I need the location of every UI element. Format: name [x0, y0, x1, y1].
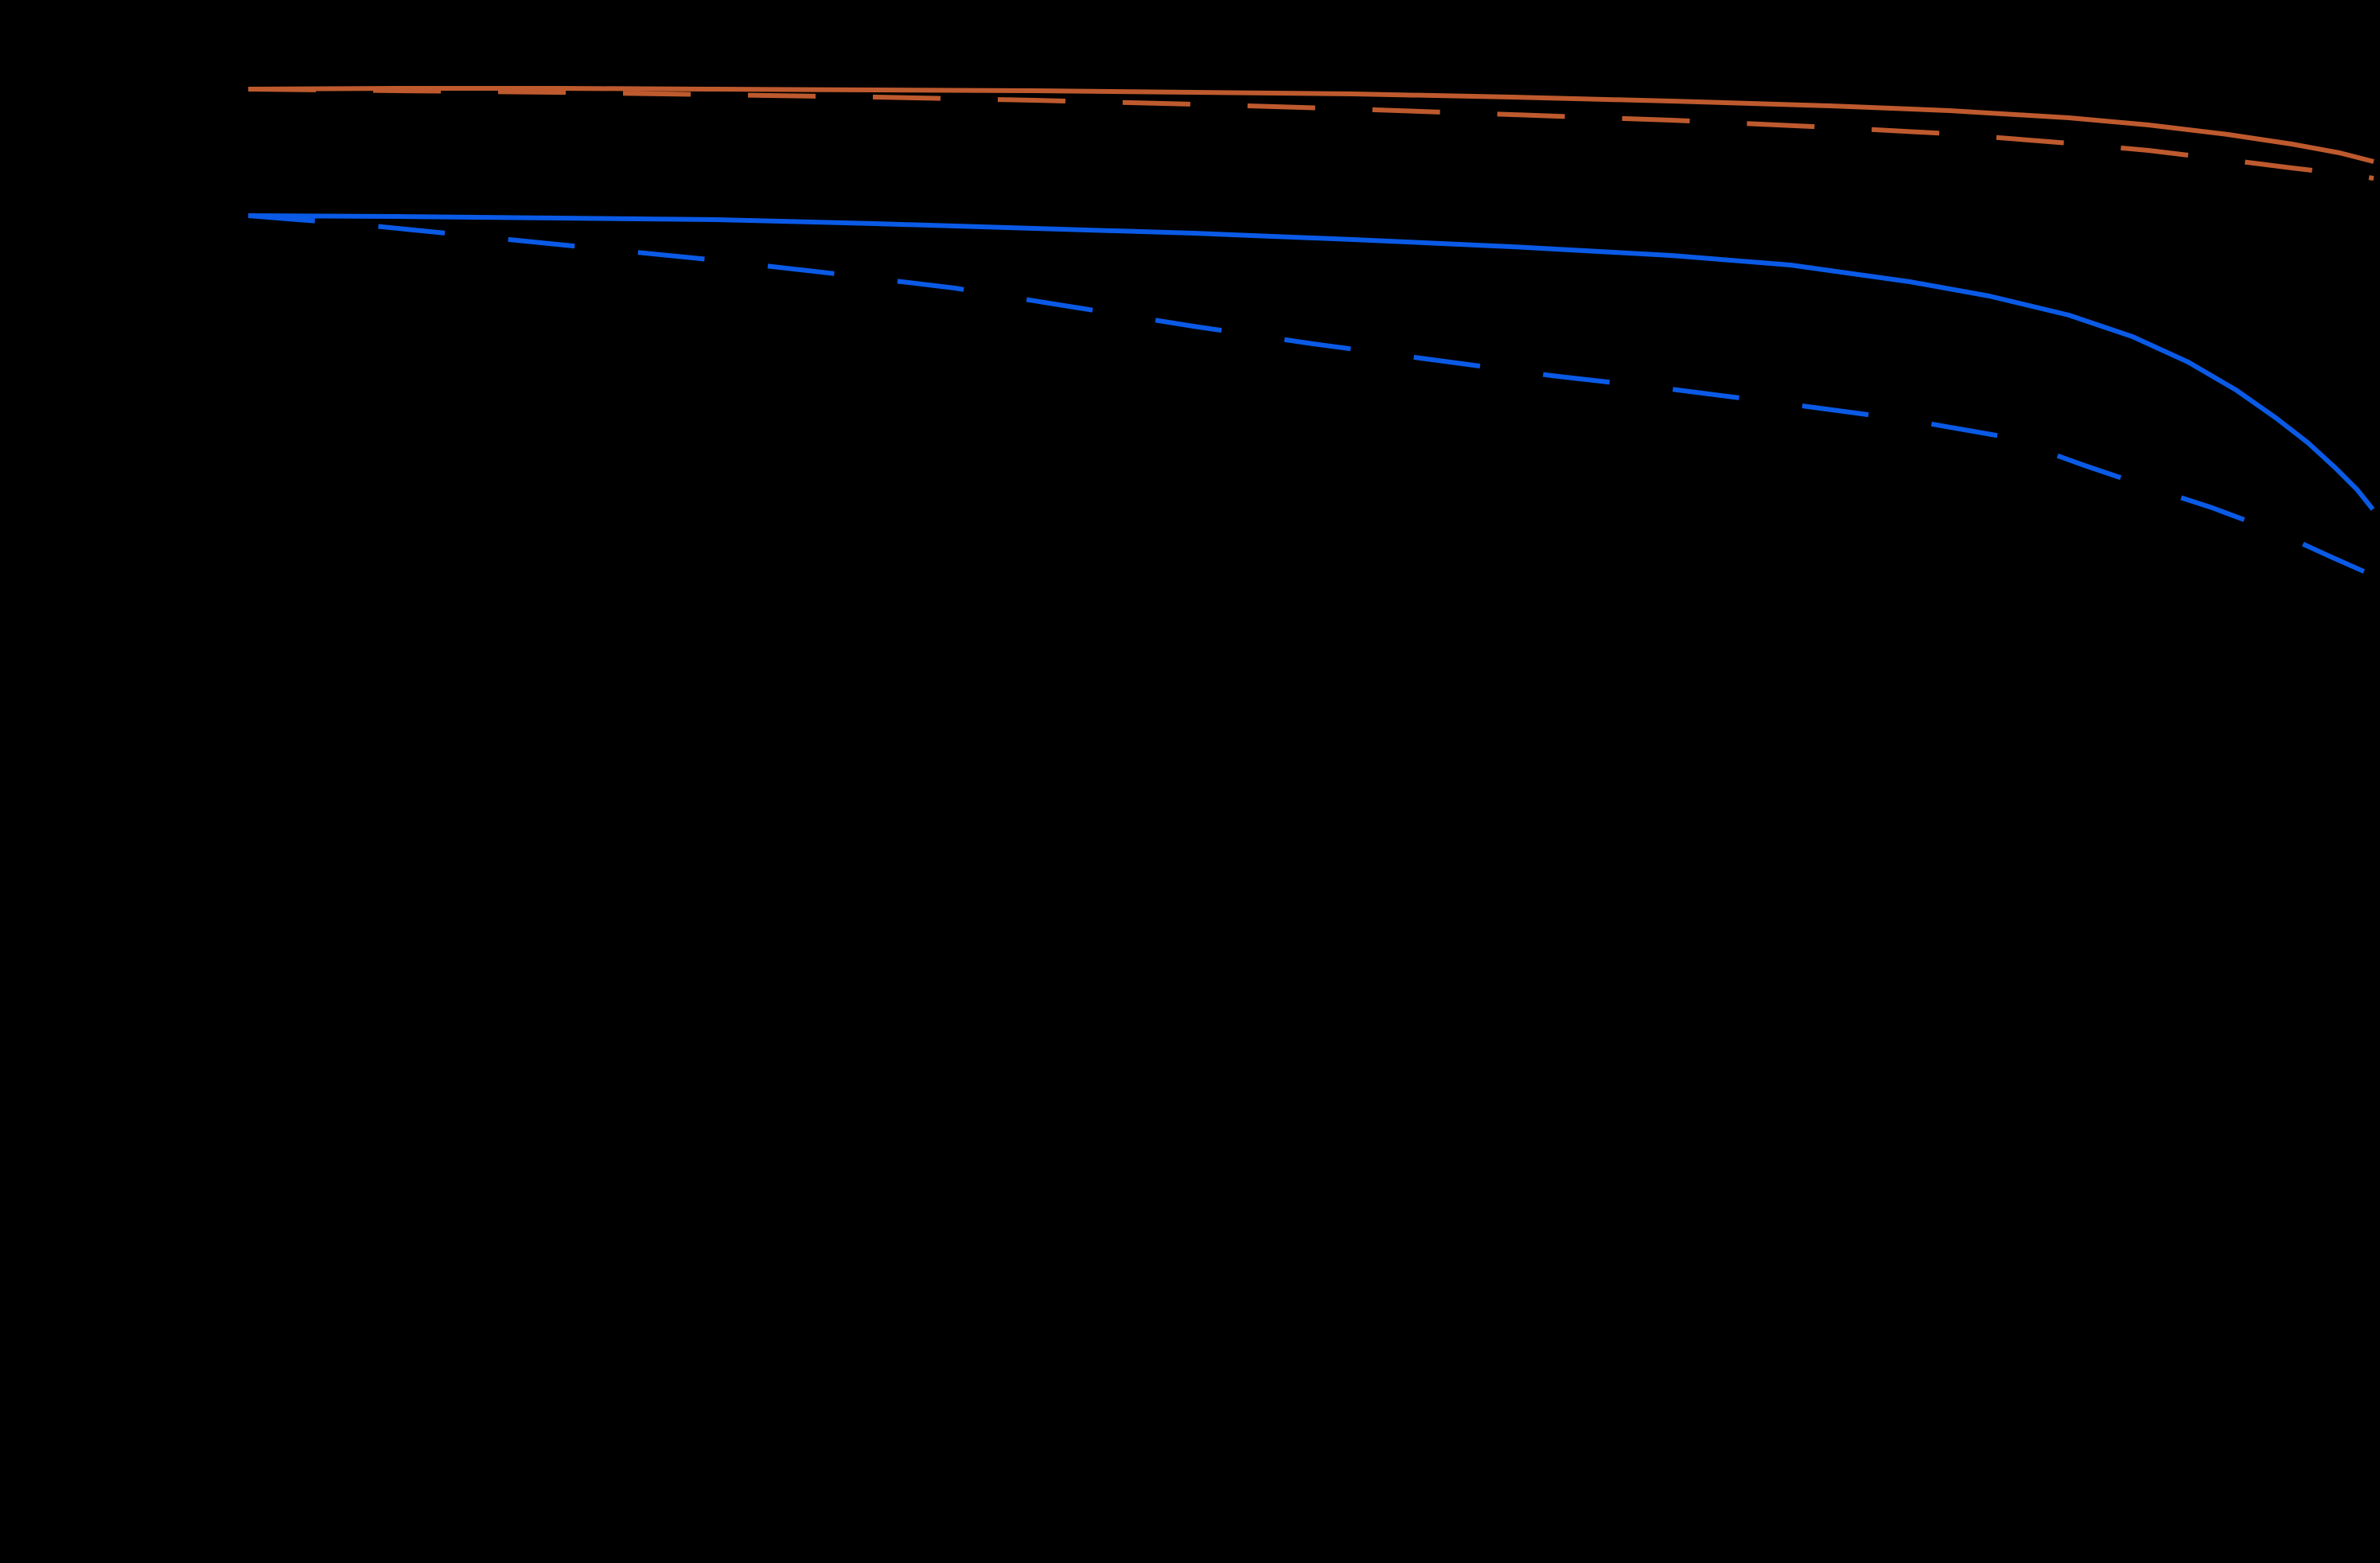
blue-dashed-line [247, 213, 2374, 578]
orange-solid-line [247, 86, 2374, 164]
orange-dashed-line [247, 87, 2374, 181]
series-layer [247, 86, 2375, 578]
blue-solid-line [247, 213, 2375, 511]
